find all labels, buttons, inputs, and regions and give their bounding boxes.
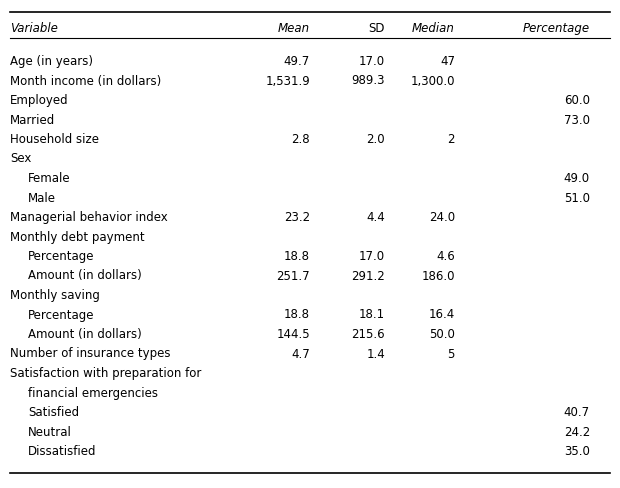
- Text: Satisfaction with preparation for: Satisfaction with preparation for: [10, 367, 201, 380]
- Text: SD: SD: [368, 22, 385, 35]
- Text: Neutral: Neutral: [28, 426, 72, 439]
- Text: Percentage: Percentage: [523, 22, 590, 35]
- Text: Female: Female: [28, 172, 71, 185]
- Text: Age (in years): Age (in years): [10, 55, 93, 68]
- Text: Employed: Employed: [10, 94, 69, 107]
- Text: 2.0: 2.0: [366, 133, 385, 146]
- Text: 51.0: 51.0: [564, 191, 590, 204]
- Text: 49.7: 49.7: [284, 55, 310, 68]
- Text: 24.0: 24.0: [429, 211, 455, 224]
- Text: Dissatisfied: Dissatisfied: [28, 445, 97, 458]
- Text: Managerial behavior index: Managerial behavior index: [10, 211, 168, 224]
- Text: Household size: Household size: [10, 133, 99, 146]
- Text: 23.2: 23.2: [284, 211, 310, 224]
- Text: 4.6: 4.6: [436, 250, 455, 263]
- Text: Month income (in dollars): Month income (in dollars): [10, 75, 161, 87]
- Text: 17.0: 17.0: [359, 250, 385, 263]
- Text: Number of insurance types: Number of insurance types: [10, 347, 170, 361]
- Text: 40.7: 40.7: [564, 406, 590, 419]
- Text: 24.2: 24.2: [564, 426, 590, 439]
- Text: 1,531.9: 1,531.9: [265, 75, 310, 87]
- Text: Median: Median: [412, 22, 455, 35]
- Text: 49.0: 49.0: [564, 172, 590, 185]
- Text: 4.4: 4.4: [366, 211, 385, 224]
- Text: 50.0: 50.0: [429, 328, 455, 341]
- Text: 18.1: 18.1: [359, 308, 385, 322]
- Text: 60.0: 60.0: [564, 94, 590, 107]
- Text: 16.4: 16.4: [429, 308, 455, 322]
- Text: 186.0: 186.0: [422, 269, 455, 283]
- Text: 35.0: 35.0: [564, 445, 590, 458]
- Text: 18.8: 18.8: [284, 308, 310, 322]
- Text: 47: 47: [440, 55, 455, 68]
- Text: 251.7: 251.7: [277, 269, 310, 283]
- Text: Percentage: Percentage: [28, 308, 94, 322]
- Text: 144.5: 144.5: [277, 328, 310, 341]
- Text: Male: Male: [28, 191, 56, 204]
- Text: Percentage: Percentage: [28, 250, 94, 263]
- Text: Variable: Variable: [10, 22, 58, 35]
- Text: 18.8: 18.8: [284, 250, 310, 263]
- Text: Amount (in dollars): Amount (in dollars): [28, 328, 142, 341]
- Text: Sex: Sex: [10, 152, 32, 165]
- Text: 5: 5: [448, 347, 455, 361]
- Text: 17.0: 17.0: [359, 55, 385, 68]
- Text: 1,300.0: 1,300.0: [410, 75, 455, 87]
- Text: Amount (in dollars): Amount (in dollars): [28, 269, 142, 283]
- Text: Mean: Mean: [278, 22, 310, 35]
- Text: 1.4: 1.4: [366, 347, 385, 361]
- Text: financial emergencies: financial emergencies: [28, 386, 158, 400]
- Text: Married: Married: [10, 114, 55, 126]
- Text: 2.8: 2.8: [291, 133, 310, 146]
- Text: 73.0: 73.0: [564, 114, 590, 126]
- Text: 215.6: 215.6: [352, 328, 385, 341]
- Text: 291.2: 291.2: [352, 269, 385, 283]
- Text: 2: 2: [448, 133, 455, 146]
- Text: Monthly saving: Monthly saving: [10, 289, 100, 302]
- Text: 4.7: 4.7: [291, 347, 310, 361]
- Text: Monthly debt payment: Monthly debt payment: [10, 230, 144, 244]
- Text: 989.3: 989.3: [352, 75, 385, 87]
- Text: Satisfied: Satisfied: [28, 406, 79, 419]
